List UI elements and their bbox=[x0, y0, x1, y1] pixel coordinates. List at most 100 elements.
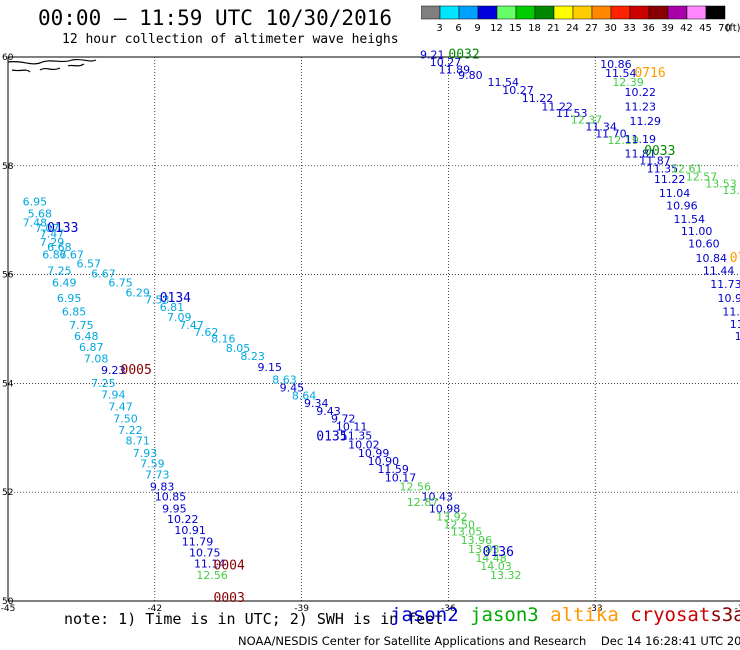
scale-label: 24 bbox=[566, 23, 579, 34]
wave-height-value: 6.57 bbox=[77, 258, 102, 271]
wave-height-value: 9.45 bbox=[280, 382, 305, 395]
lon-label: -39 bbox=[294, 604, 309, 614]
track-id-label: 0005 bbox=[121, 363, 152, 378]
wave-height-value: 11.34 bbox=[585, 120, 617, 133]
credit-text: NOAA/NESDIS Center for Satellite Applica… bbox=[238, 634, 740, 648]
lon-label: -45 bbox=[1, 604, 16, 614]
wave-height-value: 8.16 bbox=[211, 333, 236, 346]
wave-height-value: 7.47 bbox=[179, 319, 204, 332]
wave-height-value: 14.48 bbox=[475, 552, 507, 565]
note-text: note: 1) Time is in UTC; 2) SWH is in fe… bbox=[64, 610, 444, 628]
satellite-legend: jason2 jason3 altika cryosats3a bbox=[390, 604, 740, 626]
wave-height-value: 5.68 bbox=[28, 207, 53, 220]
wave-height-value: 12.61 bbox=[671, 162, 703, 175]
scale-label: 45 bbox=[699, 23, 712, 34]
wave-height-value: 11.27 bbox=[735, 330, 740, 343]
wave-height-value: 6.29 bbox=[125, 286, 150, 299]
wave-height-value: 11.22 bbox=[654, 173, 686, 186]
wave-height-value: 13.32 bbox=[490, 569, 522, 582]
wave-height-value: 10.27 bbox=[502, 84, 534, 97]
track-id-label: 0003 bbox=[214, 591, 245, 606]
wave-height-value: 10.90 bbox=[368, 455, 400, 468]
track-id-label: 0716 bbox=[730, 251, 740, 266]
wave-height-value: 11.22 bbox=[522, 92, 554, 105]
wave-height-value: 10.60 bbox=[688, 237, 720, 250]
wave-height-value: 11.00 bbox=[681, 225, 713, 238]
wave-height-value: 6.67 bbox=[59, 248, 84, 261]
wave-height-value: 6.81 bbox=[160, 301, 185, 314]
wave-height-value: 11.70 bbox=[722, 305, 740, 318]
wave-height-value: 10.27 bbox=[430, 56, 462, 69]
wave-height-value: 6.95 bbox=[57, 292, 82, 305]
wave-height-value: 6.67 bbox=[91, 267, 116, 280]
satellite-jason2: jason2 bbox=[390, 604, 471, 626]
wave-height-value: 10.75 bbox=[189, 546, 221, 559]
wave-height-value: 12.56 bbox=[399, 481, 431, 494]
lat-label: 56 bbox=[2, 271, 14, 281]
wave-height-value: 10.99 bbox=[358, 447, 390, 460]
coastline bbox=[7, 58, 97, 73]
wave-height-value: 10.84 bbox=[696, 252, 728, 265]
lat-label: 60 bbox=[2, 53, 14, 63]
satellite-s3a: s3a bbox=[710, 604, 740, 626]
wave-height-value: 11.04 bbox=[659, 187, 691, 200]
wave-height-value: 6.68 bbox=[47, 241, 72, 254]
wave-height-value: 10.85 bbox=[155, 490, 187, 503]
wave-height-value: 10.17 bbox=[385, 471, 417, 484]
wave-height-value: 11.87 bbox=[639, 155, 671, 168]
wave-height-value: 12.56 bbox=[196, 569, 228, 582]
wave-height-value: 7.29 bbox=[40, 236, 65, 249]
wave-height-value: 11.81 bbox=[625, 148, 657, 161]
scale-label: 39 bbox=[661, 23, 674, 34]
wave-height-value: 8.71 bbox=[125, 434, 150, 447]
satellite-altika: altika bbox=[550, 604, 631, 626]
scale-label: 27 bbox=[585, 23, 598, 34]
wave-height-value: 11.54 bbox=[605, 67, 637, 80]
wave-height-value: 10.02 bbox=[348, 439, 380, 452]
lat-label: 50 bbox=[2, 597, 14, 607]
wave-height-value: 9.21 bbox=[420, 49, 445, 62]
wave-height-value: 9.83 bbox=[150, 481, 175, 494]
scale-label: 6 bbox=[455, 23, 461, 34]
scale-label: 36 bbox=[642, 23, 655, 34]
wave-height-value: 10.22 bbox=[167, 513, 199, 526]
wave-height-value: 8.63 bbox=[272, 373, 297, 386]
color-scale: 3 6 9 12 15 18 21 24 27 30 33 36 39 42 45 70(ft) bbox=[421, 5, 740, 34]
wave-height-value: 13.05 bbox=[451, 526, 483, 539]
wave-height-value: 11.53 bbox=[556, 107, 588, 120]
wave-height-value: 7.25 bbox=[47, 265, 72, 278]
wave-height-value: 7.62 bbox=[194, 326, 219, 339]
track-id-label: 0032 bbox=[448, 48, 479, 63]
track-id-label: 0134 bbox=[160, 291, 191, 306]
wave-height-value: 7.47 bbox=[40, 228, 65, 241]
wave-height-value: 11.44 bbox=[703, 265, 735, 278]
scale-label: 70 bbox=[718, 23, 731, 34]
wave-height-value: 12.19 bbox=[607, 134, 639, 147]
wave-height-value: 9.34 bbox=[304, 397, 329, 410]
wave-height-value: 9.72 bbox=[331, 413, 356, 426]
track-id-label: 0136 bbox=[483, 545, 514, 560]
wave-height-value: 11.54 bbox=[488, 76, 519, 89]
wave-height-value: 6.87 bbox=[42, 248, 67, 261]
wave-height-value: 10.96 bbox=[718, 292, 740, 305]
scale-label: 30 bbox=[604, 23, 617, 34]
wave-height-value: 11.29 bbox=[629, 115, 661, 128]
satellite-cryosat: cryosat bbox=[630, 604, 711, 626]
wave-height-value: 7.93 bbox=[133, 447, 158, 460]
wave-height-value: 6.87 bbox=[79, 341, 104, 354]
wave-height-value: 11.79 bbox=[182, 536, 214, 549]
scale-label: 33 bbox=[623, 23, 636, 34]
wave-height-value: 8.23 bbox=[240, 350, 265, 363]
wave-height-value: 9.95 bbox=[162, 502, 187, 515]
wave-height-value: 11.89 bbox=[439, 63, 471, 76]
scale-unit: (ft) bbox=[725, 23, 740, 34]
lat-label: 52 bbox=[2, 488, 13, 498]
wave-height-value: 13.53 bbox=[705, 178, 737, 191]
scale-label: 15 bbox=[509, 23, 522, 34]
scale-label: 18 bbox=[528, 23, 541, 34]
wave-height-value: 8.64 bbox=[292, 390, 317, 403]
wave-height-value: 10.96 bbox=[666, 199, 698, 212]
wave-height-value: 7.25 bbox=[91, 377, 116, 390]
wave-height-value: 12.50 bbox=[444, 519, 476, 532]
